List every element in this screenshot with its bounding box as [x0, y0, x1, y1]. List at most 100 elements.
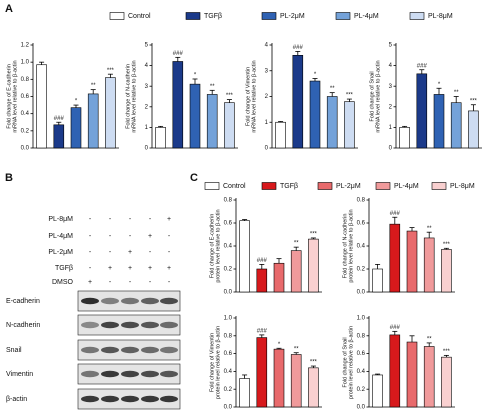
blot-band: [101, 297, 119, 305]
condition-sign: -: [168, 279, 171, 286]
error-bar: [259, 334, 265, 338]
protein-label: N-cadherin: [6, 322, 40, 329]
significance-label: ###: [173, 51, 184, 57]
legend-label: PL-2μM: [336, 183, 361, 190]
y-axis-label: Fold change of Snail: [369, 71, 375, 121]
error-bar: [73, 104, 79, 108]
error-bar: [242, 219, 248, 221]
condition-sign: -: [109, 249, 112, 256]
significance-label: ###: [390, 325, 401, 331]
condition-label: TGFβ: [55, 265, 73, 272]
bar: [206, 94, 218, 149]
condition-sign: -: [129, 233, 132, 240]
bar: [155, 127, 166, 149]
condition-sign: -: [149, 216, 152, 223]
bar: [406, 341, 418, 408]
bar: [36, 64, 47, 149]
y-axis-label: mRNA level relative to β-actin: [375, 60, 381, 132]
bar: [389, 223, 401, 293]
legend-label: PL-4μM: [354, 13, 379, 20]
blot-band: [121, 297, 139, 305]
blot-band: [141, 370, 159, 378]
blot-band: [81, 346, 99, 354]
error-bar: [375, 263, 381, 269]
bar: [273, 348, 285, 408]
condition-sign: -: [149, 249, 152, 256]
blot-band: [121, 346, 139, 354]
condition-sign: -: [129, 279, 132, 286]
protein-label: E-cadherin: [6, 298, 40, 305]
blot-band: [141, 321, 159, 329]
y-axis-label: Fold change of Snail: [342, 337, 348, 387]
y-tick-label: 1: [389, 125, 393, 131]
y-tick-label: 0.0: [21, 146, 30, 152]
blot-band: [81, 321, 99, 329]
error-bar: [310, 365, 316, 368]
blot-band: [101, 321, 119, 329]
y-tick-label: 0.6: [224, 351, 233, 357]
blot-band: [81, 297, 99, 305]
y-tick-label: 5: [389, 43, 393, 49]
condition-sign: +: [148, 233, 152, 240]
significance-label: **: [210, 84, 215, 90]
condition-sign: +: [128, 249, 132, 256]
protein-label: Snail: [6, 347, 22, 354]
y-tick-label: 0.4: [357, 244, 366, 250]
y-tick-label: 0.8: [224, 198, 233, 204]
significance-label: ***: [443, 242, 451, 248]
y-tick-label: 4: [265, 43, 269, 49]
y-tick-label: 2: [389, 104, 393, 110]
y-tick-label: 2: [145, 104, 149, 110]
y-tick-label: 0.8: [357, 198, 366, 204]
bar: [189, 83, 201, 149]
condition-sign: -: [89, 216, 92, 223]
error-bar: [402, 125, 408, 128]
error-bar: [409, 227, 415, 232]
error-bar: [310, 237, 316, 240]
error-bar: [312, 78, 318, 82]
bar: [239, 378, 250, 408]
error-bar: [56, 121, 62, 125]
bar: [290, 250, 302, 293]
legend-swatch: [335, 12, 351, 20]
significance-label: **: [454, 90, 459, 96]
error-bar: [426, 231, 432, 238]
bar: [344, 101, 355, 149]
error-bar: [295, 51, 301, 56]
significance-label: ***: [346, 93, 354, 99]
bar: [423, 346, 435, 408]
bar: [389, 334, 401, 408]
bar: [309, 80, 321, 149]
error-bar: [209, 89, 215, 95]
error-bar: [453, 96, 459, 103]
y-tick-label: 0.2: [357, 267, 366, 273]
error-bar: [419, 69, 425, 74]
y-tick-label: 1.0: [21, 60, 30, 66]
condition-sign: +: [128, 265, 132, 272]
bar: [468, 110, 479, 149]
condition-label: DMSO: [52, 279, 74, 286]
condition-sign: +: [167, 216, 171, 223]
blot-band: [121, 395, 139, 403]
significance-label: ***: [226, 93, 234, 99]
error-bar: [346, 98, 352, 102]
bar: [105, 77, 116, 149]
y-tick-label: 3: [265, 68, 269, 74]
condition-sign: -: [89, 233, 92, 240]
legend-swatch: [317, 182, 333, 190]
error-bar: [409, 335, 415, 343]
legend-label: PL-2μM: [280, 13, 305, 20]
bar: [292, 54, 304, 149]
bar: [308, 238, 319, 293]
panel-label: B: [5, 172, 13, 184]
y-tick-label: 0.6: [357, 351, 366, 357]
legend-label: TGFβ: [280, 183, 298, 190]
blot-band: [101, 395, 119, 403]
blot-band: [160, 370, 178, 378]
protein-label: Vimentin: [6, 371, 33, 378]
significance-label: *: [278, 342, 281, 348]
y-tick-label: 0.0: [357, 290, 366, 296]
y-tick-label: 0.6: [224, 221, 233, 227]
y-tick-label: 0.0: [224, 405, 233, 411]
blot-band: [160, 395, 178, 403]
